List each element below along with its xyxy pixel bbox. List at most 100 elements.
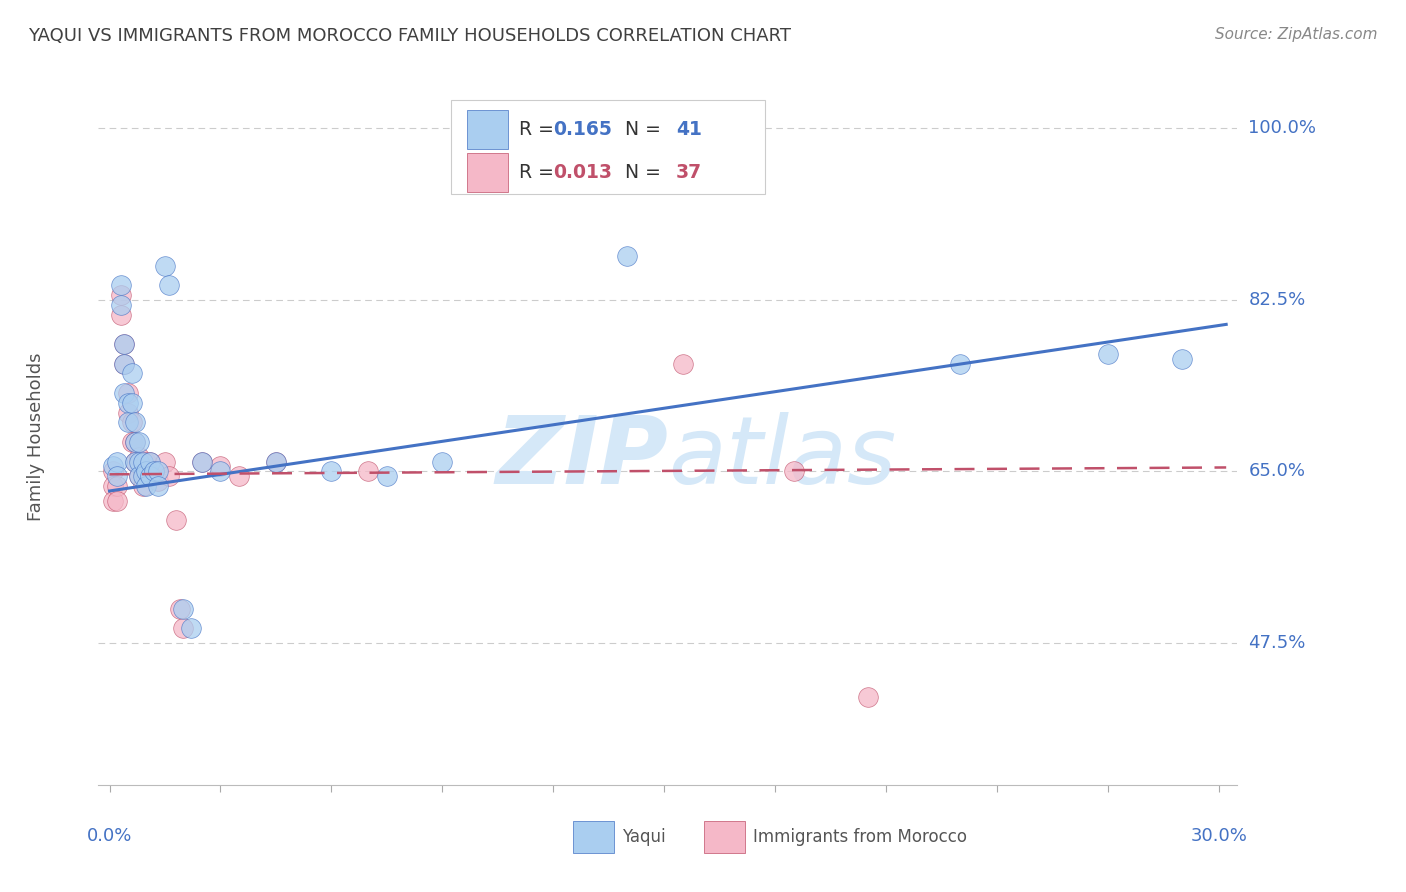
FancyBboxPatch shape bbox=[467, 110, 509, 149]
Point bbox=[146, 464, 169, 478]
Point bbox=[616, 249, 638, 263]
Point bbox=[124, 454, 146, 468]
Text: 41: 41 bbox=[676, 120, 702, 139]
Point bbox=[321, 464, 343, 478]
Point bbox=[146, 474, 169, 488]
Point bbox=[105, 469, 128, 483]
Point bbox=[172, 601, 194, 615]
Point bbox=[128, 450, 150, 464]
Text: 100.0%: 100.0% bbox=[1249, 120, 1316, 137]
Point bbox=[112, 337, 135, 351]
Point bbox=[169, 601, 191, 615]
Point bbox=[105, 479, 128, 493]
Point bbox=[139, 469, 162, 483]
Point bbox=[180, 621, 202, 635]
Point bbox=[117, 406, 139, 420]
Point bbox=[191, 454, 214, 468]
Text: YAQUI VS IMMIGRANTS FROM MOROCCO FAMILY HOUSEHOLDS CORRELATION CHART: YAQUI VS IMMIGRANTS FROM MOROCCO FAMILY … bbox=[28, 27, 792, 45]
Point bbox=[146, 479, 169, 493]
Point bbox=[110, 298, 132, 312]
Point bbox=[121, 396, 143, 410]
Point bbox=[121, 434, 143, 449]
Point bbox=[121, 416, 143, 430]
Point bbox=[110, 308, 132, 322]
Point bbox=[112, 386, 135, 401]
Point bbox=[132, 469, 155, 483]
Point bbox=[139, 454, 162, 468]
Point bbox=[139, 454, 162, 468]
Point bbox=[112, 337, 135, 351]
Point bbox=[782, 464, 804, 478]
Point bbox=[135, 464, 157, 478]
Point bbox=[128, 469, 150, 483]
Point bbox=[117, 386, 139, 401]
Point bbox=[165, 513, 187, 527]
Text: Source: ZipAtlas.com: Source: ZipAtlas.com bbox=[1215, 27, 1378, 42]
Point bbox=[103, 464, 125, 478]
FancyBboxPatch shape bbox=[451, 100, 765, 194]
Text: 0.165: 0.165 bbox=[553, 120, 612, 139]
Point bbox=[112, 357, 135, 371]
Text: 65.0%: 65.0% bbox=[1249, 462, 1305, 481]
Point bbox=[103, 459, 125, 474]
Point bbox=[117, 416, 139, 430]
Point bbox=[949, 357, 972, 371]
Text: 47.5%: 47.5% bbox=[1249, 634, 1306, 652]
Point bbox=[153, 259, 176, 273]
Point bbox=[157, 278, 180, 293]
Point bbox=[209, 464, 232, 478]
FancyBboxPatch shape bbox=[704, 822, 745, 853]
Point bbox=[105, 454, 128, 468]
Text: Family Households: Family Households bbox=[27, 353, 45, 521]
Point bbox=[132, 454, 155, 468]
Point bbox=[856, 690, 879, 704]
Point bbox=[105, 493, 128, 508]
Point bbox=[672, 357, 695, 371]
Text: R =: R = bbox=[519, 163, 560, 182]
Point bbox=[135, 454, 157, 468]
Point bbox=[124, 454, 146, 468]
Point bbox=[357, 464, 380, 478]
Point bbox=[1171, 351, 1194, 366]
Text: 0.0%: 0.0% bbox=[87, 827, 132, 845]
Point bbox=[117, 396, 139, 410]
Point bbox=[228, 469, 250, 483]
Point bbox=[191, 454, 214, 468]
Text: 82.5%: 82.5% bbox=[1249, 291, 1306, 309]
Point bbox=[264, 454, 287, 468]
Point bbox=[132, 464, 155, 478]
FancyBboxPatch shape bbox=[574, 822, 614, 853]
Point bbox=[110, 278, 132, 293]
Point bbox=[124, 434, 146, 449]
Point bbox=[132, 479, 155, 493]
Point bbox=[124, 434, 146, 449]
Point bbox=[128, 469, 150, 483]
Point bbox=[375, 469, 398, 483]
Point bbox=[135, 469, 157, 483]
Point bbox=[135, 479, 157, 493]
Point bbox=[110, 288, 132, 302]
Text: 30.0%: 30.0% bbox=[1191, 827, 1247, 845]
Point bbox=[121, 367, 143, 381]
Text: N =: N = bbox=[613, 163, 666, 182]
Text: Yaqui: Yaqui bbox=[623, 828, 666, 847]
Text: R =: R = bbox=[519, 120, 560, 139]
Point bbox=[172, 621, 194, 635]
FancyBboxPatch shape bbox=[467, 153, 509, 192]
Point bbox=[112, 357, 135, 371]
Point bbox=[128, 454, 150, 468]
Text: 0.013: 0.013 bbox=[553, 163, 612, 182]
Text: atlas: atlas bbox=[668, 412, 896, 503]
Point bbox=[142, 464, 165, 478]
Point bbox=[103, 479, 125, 493]
Point bbox=[157, 469, 180, 483]
Text: ZIP: ZIP bbox=[495, 412, 668, 504]
Point bbox=[1097, 347, 1119, 361]
Text: 37: 37 bbox=[676, 163, 702, 182]
Text: Immigrants from Morocco: Immigrants from Morocco bbox=[754, 828, 967, 847]
Point bbox=[209, 459, 232, 474]
Text: N =: N = bbox=[613, 120, 666, 139]
Point bbox=[432, 454, 454, 468]
Point bbox=[142, 464, 165, 478]
Point bbox=[153, 454, 176, 468]
